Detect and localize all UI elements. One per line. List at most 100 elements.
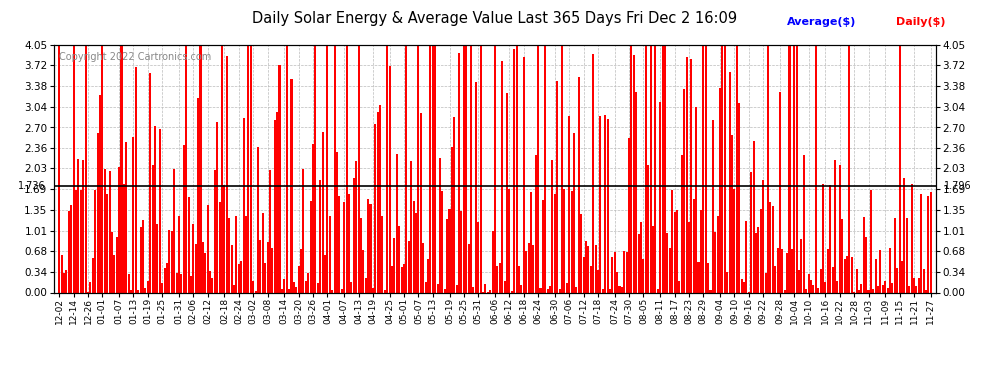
Bar <box>341 289 343 292</box>
Bar <box>418 45 420 292</box>
Bar <box>678 281 680 292</box>
Bar <box>224 184 226 292</box>
Bar <box>101 45 103 292</box>
Bar <box>705 45 707 292</box>
Bar <box>219 202 221 292</box>
Bar <box>123 184 125 292</box>
Bar <box>145 288 147 292</box>
Bar <box>508 189 511 292</box>
Bar <box>278 64 280 292</box>
Bar <box>347 194 350 292</box>
Bar <box>435 45 437 292</box>
Bar <box>67 211 70 292</box>
Bar <box>714 232 717 292</box>
Bar <box>788 45 791 292</box>
Bar <box>94 190 96 292</box>
Bar <box>241 261 243 292</box>
Bar <box>607 119 609 292</box>
Bar <box>295 287 297 292</box>
Bar <box>904 178 906 292</box>
Bar <box>619 286 621 292</box>
Bar <box>736 45 738 292</box>
Bar <box>553 194 555 292</box>
Bar <box>236 216 238 292</box>
Bar <box>350 282 352 292</box>
Bar <box>89 282 91 292</box>
Bar <box>671 190 673 292</box>
Bar <box>563 189 565 292</box>
Bar <box>739 103 741 292</box>
Bar <box>312 144 314 292</box>
Bar <box>420 113 422 292</box>
Bar <box>173 169 175 292</box>
Bar <box>918 278 920 292</box>
Bar <box>511 291 513 292</box>
Text: 1.736: 1.736 <box>18 182 46 191</box>
Bar <box>229 218 231 292</box>
Bar <box>808 274 810 292</box>
Bar <box>896 268 898 292</box>
Bar <box>80 190 82 292</box>
Bar <box>163 268 165 292</box>
Bar <box>599 116 601 292</box>
Bar <box>374 124 376 292</box>
Bar <box>889 249 891 292</box>
Bar <box>712 120 714 292</box>
Bar <box>168 230 170 292</box>
Bar <box>413 201 415 292</box>
Bar <box>796 45 798 292</box>
Bar <box>209 271 211 292</box>
Bar <box>717 216 719 292</box>
Bar <box>192 224 194 292</box>
Bar <box>427 259 429 292</box>
Bar <box>875 258 877 292</box>
Bar <box>257 147 259 292</box>
Bar <box>156 225 158 292</box>
Bar <box>84 45 86 292</box>
Bar <box>575 287 577 292</box>
Bar <box>470 45 472 292</box>
Bar <box>693 200 695 292</box>
Bar <box>656 289 658 292</box>
Bar <box>858 290 860 292</box>
Bar <box>734 189 736 292</box>
Bar <box>877 286 879 292</box>
Bar <box>352 178 354 292</box>
Bar <box>252 281 254 292</box>
Bar <box>784 291 786 292</box>
Bar <box>410 160 412 292</box>
Bar <box>887 288 889 292</box>
Bar <box>273 120 276 292</box>
Bar <box>521 285 523 292</box>
Bar <box>602 289 604 292</box>
Bar <box>707 262 709 292</box>
Bar <box>774 266 776 292</box>
Bar <box>166 263 168 292</box>
Bar <box>175 273 177 292</box>
Text: Daily($): Daily($) <box>896 17 945 27</box>
Bar <box>151 165 153 292</box>
Bar <box>786 253 788 292</box>
Text: 1.796: 1.796 <box>944 182 972 191</box>
Bar <box>834 160 836 292</box>
Bar <box>698 262 700 292</box>
Bar <box>681 155 683 292</box>
Bar <box>276 112 278 292</box>
Bar <box>661 45 663 292</box>
Bar <box>616 272 618 292</box>
Bar <box>463 45 465 292</box>
Bar <box>63 273 65 292</box>
Bar <box>405 45 408 292</box>
Bar <box>111 232 113 292</box>
Bar <box>92 258 94 292</box>
Bar <box>65 270 67 292</box>
Bar <box>249 45 251 292</box>
Bar <box>499 263 501 292</box>
Bar <box>403 264 405 292</box>
Bar <box>538 45 540 292</box>
Bar <box>329 216 331 292</box>
Bar <box>439 158 441 292</box>
Bar <box>283 279 285 292</box>
Bar <box>930 192 932 292</box>
Bar <box>180 274 182 292</box>
